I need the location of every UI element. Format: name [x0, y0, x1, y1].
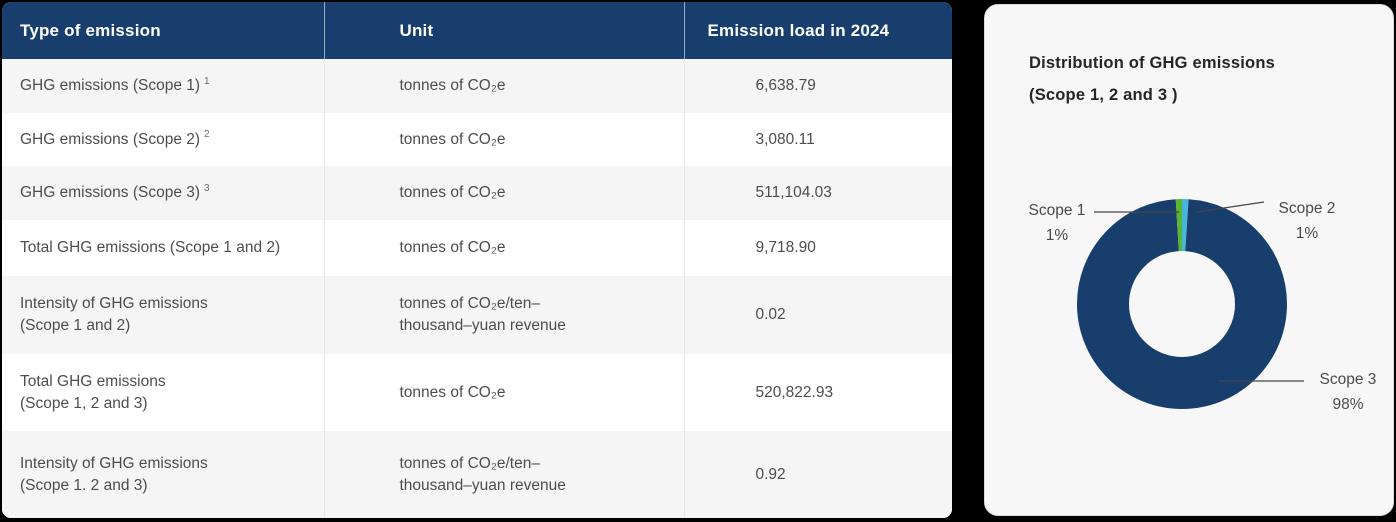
emission-type: Intensity of GHG emissions (Scope 1. 2 a…: [20, 454, 208, 494]
table-row: GHG emissions (Scope 3) 3 tonnes of CO₂e …: [2, 166, 952, 220]
scope2-label: Scope 2: [1278, 200, 1336, 217]
emission-value: 6,638.79: [683, 59, 952, 113]
table-row: Intensity of GHG emissions (Scope 1 and …: [2, 276, 952, 354]
scope1-callout: Scope 1 1%: [1007, 198, 1107, 248]
table-row: Total GHG emissions (Scope 1 and 2) tonn…: [2, 220, 952, 276]
scope1-percentage: 1%: [1045, 227, 1069, 244]
emission-unit: tonnes of CO₂e: [323, 166, 684, 220]
table-row: GHG emissions (Scope 2) 2 tonnes of CO₂e …: [2, 113, 952, 166]
emission-type: GHG emissions (Scope 3): [20, 184, 201, 201]
donut-segment-scope-3: [1077, 199, 1287, 409]
emissions-table: Type of emission Unit Emission load in 2…: [2, 2, 952, 518]
scope2-percentage: 1%: [1295, 225, 1319, 242]
emission-type: Intensity of GHG emissions (Scope 1 and …: [20, 295, 208, 334]
ghg-distribution-chart-card: Distribution of GHG emissions (Scope 1, …: [984, 4, 1394, 516]
emission-unit: tonnes of CO₂e: [323, 113, 684, 166]
emission-value: 3,080.11: [683, 113, 952, 166]
scope3-label: Scope 3: [1319, 371, 1377, 388]
ghg-donut-chart: [1077, 199, 1304, 409]
table-row: Total GHG emissions (Scope 1, 2 and 3) t…: [2, 354, 952, 431]
emission-unit: tonnes of CO₂e: [323, 59, 684, 113]
emission-unit: tonnes of CO₂e: [323, 220, 684, 276]
table-row: Intensity of GHG emissions (Scope 1. 2 a…: [2, 431, 952, 518]
column-header-unit: Unit: [323, 2, 684, 59]
donut-segment-scope-1: [1077, 199, 1287, 409]
emission-type: GHG emissions (Scope 2): [20, 130, 201, 148]
footnote-marker: 3: [204, 182, 210, 194]
emission-unit: tonnes of CO₂e: [323, 354, 684, 431]
scope3-percentage: 98%: [1332, 396, 1364, 413]
chart-title: Distribution of GHG emissions (Scope 1, …: [1029, 54, 1275, 104]
footnote-marker: 1: [204, 75, 210, 87]
column-header-emission-load: Emission load in 2024: [683, 2, 952, 59]
footnote-marker: 2: [204, 129, 210, 141]
emission-type: GHG emissions (Scope 1): [20, 77, 201, 94]
emission-type: Total GHG emissions (Scope 1 and 2): [20, 239, 281, 256]
emissions-table-card: Type of emission Unit Emission load in 2…: [2, 2, 952, 518]
scope1-label: Scope 1: [1028, 202, 1086, 219]
table-row: GHG emissions (Scope 1) 1 tonnes of CO₂e …: [2, 59, 952, 113]
emission-type: Total GHG emissions (Scope 1, 2 and 3): [20, 372, 166, 412]
emission-value: 0.02: [683, 276, 952, 354]
emission-value: 520,822.93: [683, 354, 952, 431]
emission-unit: tonnes of CO₂e/ten– thousand–yuan revenu…: [323, 431, 684, 518]
emission-unit: tonnes of CO₂e/ten– thousand–yuan revenu…: [323, 276, 684, 354]
table-header-row: Type of emission Unit Emission load in 2…: [2, 2, 952, 59]
scope2-callout: Scope 2 1%: [1257, 196, 1357, 246]
scope3-callout: Scope 3 98%: [1298, 367, 1393, 417]
emission-value: 511,104.03: [683, 166, 952, 220]
emission-value: 0.92: [683, 431, 952, 518]
scope2-leader-line: [1196, 201, 1265, 213]
column-header-type: Type of emission: [2, 2, 324, 59]
emission-value: 9,718.90: [683, 220, 952, 276]
